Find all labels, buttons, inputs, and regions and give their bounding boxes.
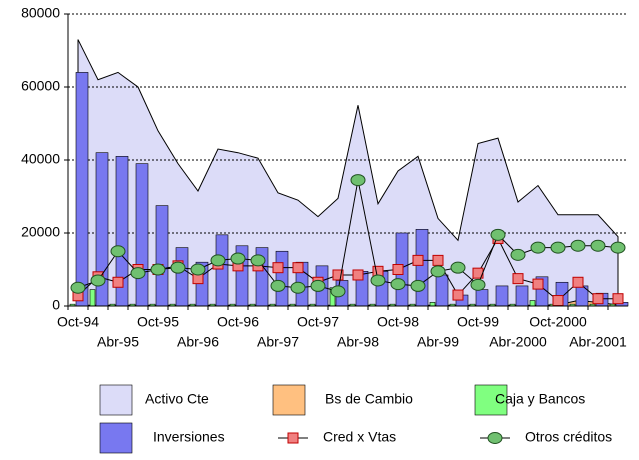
marker [590, 239, 606, 252]
marker [112, 276, 124, 288]
bar [75, 72, 89, 307]
x-tick-label: Abr-98 [337, 334, 379, 350]
marker [550, 241, 566, 254]
bar [435, 274, 449, 307]
bar [529, 300, 536, 307]
x-tick-label: Abr-95 [97, 334, 139, 350]
marker [110, 245, 126, 258]
x-tick-label: Oct-98 [377, 314, 419, 330]
marker [390, 278, 406, 291]
x-tick-label: Abr-97 [257, 334, 299, 350]
marker [610, 241, 626, 254]
marker [592, 293, 604, 305]
legend-marker [487, 432, 503, 444]
marker [412, 254, 424, 266]
marker [230, 252, 246, 265]
x-tick-label: Abr-2000 [489, 334, 547, 350]
marker [350, 174, 366, 187]
x-tick-label: Oct-94 [57, 314, 99, 330]
marker [510, 248, 526, 261]
marker [190, 263, 206, 276]
marker [250, 254, 266, 267]
area [77, 39, 619, 307]
marker [170, 261, 186, 274]
legend-label: Bs de Cambio [325, 391, 413, 407]
marker [370, 274, 386, 287]
marker [512, 273, 524, 285]
marker [70, 281, 86, 294]
bar [429, 302, 436, 307]
bar [155, 205, 169, 307]
y-tick-label: 60000 [21, 78, 60, 94]
line [77, 237, 618, 302]
bar [89, 289, 96, 307]
marker [450, 261, 466, 274]
x-tick-label: Oct-95 [137, 314, 179, 330]
marker [392, 264, 404, 275]
marker [272, 262, 284, 274]
marker [352, 269, 364, 281]
marker [572, 276, 584, 288]
marker [452, 289, 464, 301]
line [77, 179, 619, 293]
marker [410, 279, 426, 292]
marker [130, 267, 146, 280]
bar [175, 247, 189, 307]
x-tick-label: Oct-96 [217, 314, 259, 330]
marker [612, 293, 624, 305]
y-tick-label: 20000 [21, 224, 60, 240]
marker [532, 278, 544, 290]
marker [292, 262, 304, 274]
legend-label: Caja y Bancos [495, 391, 585, 407]
legend-label: Inversiones [153, 429, 225, 445]
x-tick-label: Abr-96 [177, 334, 219, 350]
y-tick-label: 40000 [21, 151, 60, 167]
x-tick-label: Oct-99 [457, 314, 499, 330]
marker [210, 254, 226, 267]
marker [332, 269, 344, 281]
legend-label: Otros créditos [525, 429, 612, 445]
x-tick-label: Oct-2000 [529, 314, 587, 330]
legend-label: Activo Cte [145, 391, 209, 407]
x-tick-label: Oct-97 [297, 314, 339, 330]
bar [135, 163, 149, 307]
bar [515, 285, 529, 307]
bar [215, 234, 229, 307]
y-tick-label: 0 [52, 297, 60, 313]
marker [490, 228, 506, 241]
legend-label: Cred x Vtas [323, 429, 396, 445]
bar [415, 229, 429, 307]
marker [270, 279, 286, 292]
bar [275, 250, 289, 307]
marker [552, 295, 564, 307]
legend-swatch [99, 384, 133, 416]
marker [570, 239, 586, 252]
marker [470, 278, 486, 291]
x-tick-label: Abr-99 [417, 334, 459, 350]
y-tick-label: 80000 [21, 5, 60, 21]
marker [530, 241, 546, 254]
marker [90, 274, 106, 287]
marker [290, 281, 306, 294]
marker [310, 279, 326, 292]
legend-swatch [99, 422, 133, 454]
x-tick-label: Abr-2001 [569, 334, 627, 350]
marker [432, 254, 444, 266]
bar [495, 285, 509, 307]
legend-swatch [474, 384, 508, 416]
legend-marker [287, 432, 299, 444]
bar [475, 289, 489, 307]
marker [430, 265, 446, 278]
legend-swatch [272, 384, 306, 416]
marker [150, 263, 166, 276]
marker [330, 285, 346, 298]
